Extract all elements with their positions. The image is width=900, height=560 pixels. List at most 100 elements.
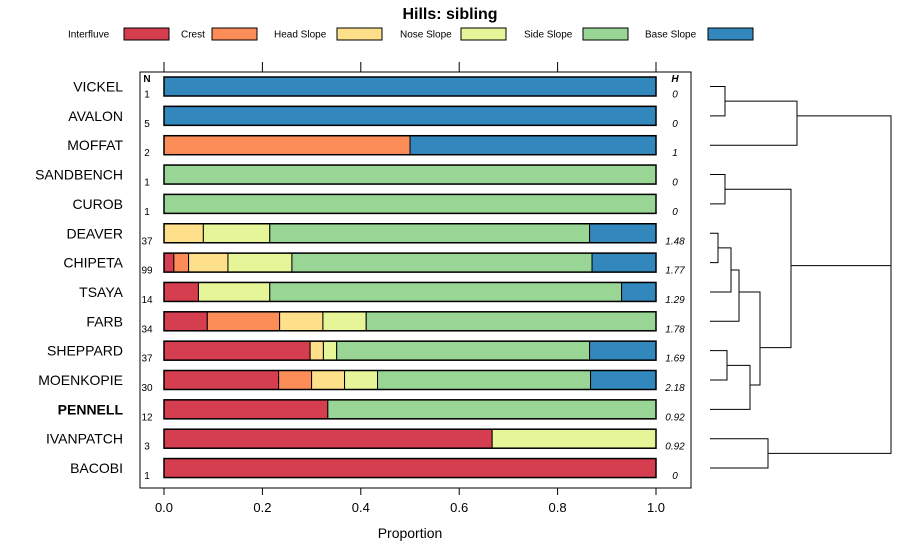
h-value-pennell: 0.92 (665, 412, 685, 423)
legend-swatch-head-slope (336, 27, 383, 41)
bar-segment-tsaya-base-slope (621, 281, 657, 302)
dendrogram-link-7 (710, 364, 751, 410)
bar-outline-avalon (163, 105, 657, 127)
n-value-sheppard: 37 (141, 354, 153, 365)
bar-segment-farb-side-slope (365, 311, 657, 332)
dendrogram-link-2 (710, 174, 726, 205)
bar-segment-farb-nose-slope (322, 311, 367, 332)
n-value-farb: 34 (141, 324, 153, 335)
legend-swatch-interfluve (123, 27, 170, 41)
bar-outline-farb (163, 311, 657, 332)
bar-segment-chipeta-head-slope (188, 252, 229, 273)
bar-segment-deaver-nose-slope (202, 223, 271, 244)
bar-segment-avalon-base-slope (163, 105, 657, 126)
bar-segment-sheppard-base-slope (589, 340, 657, 361)
n-value-moffat: 2 (144, 148, 150, 159)
bar-outline-sheppard (163, 340, 657, 361)
row-label-tsaya: TSAYA (79, 284, 123, 300)
bar-segment-deaver-side-slope (269, 223, 591, 244)
dendrogram-link-0 (710, 86, 726, 117)
h-value-sandbench: 0 (672, 178, 678, 189)
x-tick-label-1: 0.2 (253, 500, 271, 515)
h-value-moenkopie: 2.18 (664, 383, 685, 394)
row-label-vickel: VICKEL (73, 79, 123, 95)
n-value-ivanpatch: 3 (144, 442, 150, 453)
bar-outline-chipeta (163, 252, 657, 273)
legend-label-crest: Crest (181, 30, 205, 41)
row-label-chipeta: CHIPETA (63, 255, 123, 271)
dendrogram-link-9 (725, 188, 792, 349)
row-label-moffat: MOFFAT (67, 137, 123, 153)
n-value-sandbench: 1 (144, 178, 150, 189)
row-label-avalon: AVALON (68, 108, 123, 124)
bar-segment-sheppard-interfluve (163, 340, 311, 361)
bar-segment-bacobi-interfluve (163, 458, 657, 479)
h-value-ivanpatch: 0.92 (665, 442, 685, 453)
h-value-deaver: 1.48 (665, 236, 685, 247)
dendrogram-link-5 (710, 269, 740, 322)
chart-title: Hills: sibling (402, 6, 497, 23)
bar-segment-chipeta-crest (173, 252, 190, 273)
row-label-curob: CUROB (72, 196, 123, 212)
row-label-deaver: DEAVER (66, 225, 123, 241)
x-tick-label-0: 0.0 (155, 500, 173, 515)
n-value-moenkopie: 30 (141, 383, 153, 394)
row-label-moenkopie: MOENKOPIE (38, 372, 123, 388)
x-axis: 0.0 0.2 0.4 0.6 0.8 1.0 (155, 488, 665, 515)
row-label-sandbench: SANDBENCH (35, 167, 123, 183)
bar-segment-chipeta-base-slope (591, 252, 657, 273)
bar-segment-moffat-crest (163, 135, 411, 156)
bar-segment-tsaya-side-slope (269, 281, 623, 302)
bar-segment-moenkopie-side-slope (377, 370, 592, 390)
bar-outline-pennell (163, 399, 657, 420)
bar-outline-bacobi (163, 457, 657, 479)
x-tick-label-4: 0.8 (549, 500, 567, 515)
n-values: 1 5 2 1 1 37 99 14 34 37 30 12 3 1 (141, 90, 153, 483)
h-value-vickel: 0 (672, 90, 678, 101)
bar-segment-moenkopie-base-slope (590, 370, 657, 390)
bar-segment-deaver-base-slope (589, 223, 657, 244)
bar-segment-vickel-base-slope (163, 76, 657, 97)
dendrogram-link-11 (768, 115, 892, 454)
bar-outline-moffat (163, 134, 657, 156)
bar-segment-ivanpatch-interfluve (163, 428, 493, 449)
n-column-header: N (143, 74, 150, 85)
bar-segment-tsaya-interfluve (163, 281, 199, 302)
n-value-vickel: 1 (144, 90, 150, 101)
bar-outline-sandbench (163, 164, 657, 185)
bar-outline-vickel (163, 76, 657, 97)
h-column-header: H (671, 74, 679, 85)
n-value-bacobi: 1 (144, 471, 150, 482)
bar-segment-moenkopie-head-slope (311, 370, 346, 390)
bar-segment-moenkopie-crest (278, 370, 313, 390)
bar-outline-deaver (163, 223, 657, 244)
row-label-sheppard: SHEPPARD (47, 343, 123, 359)
legend-swatch-nose-slope (460, 27, 507, 41)
h-value-farb: 1.78 (665, 324, 685, 335)
h-value-chipeta: 1.77 (665, 266, 685, 277)
legend-label-nose-slope: Nose Slope (400, 30, 452, 41)
n-value-chipeta: 99 (141, 266, 153, 277)
legend-label-side-slope: Side Slope (524, 30, 573, 41)
h-value-avalon: 0 (672, 119, 678, 130)
bar-segment-tsaya-nose-slope (197, 281, 271, 302)
x-tick-label-2: 0.4 (352, 500, 370, 515)
h-values: 0 0 1 0 0 1.48 1.77 1.29 1.78 1.69 2.18 0.92 0.92 0 (664, 90, 685, 483)
dendrogram-link-1 (710, 100, 798, 146)
bar-segment-chipeta-side-slope (291, 252, 593, 273)
legend: Interfluve Crest Head Slope Nose Slope Side … (68, 27, 754, 41)
h-value-sheppard: 1.69 (665, 354, 685, 365)
h-value-curob: 0 (672, 207, 678, 218)
bar-segment-curob-side-slope (163, 193, 657, 214)
bar-segment-farb-interfluve (163, 311, 208, 332)
bar-segment-sandbench-side-slope (163, 164, 657, 185)
legend-swatch-side-slope (582, 27, 629, 41)
legend-swatch-crest (211, 27, 258, 41)
dendrogram (710, 86, 892, 469)
bar-segment-farb-head-slope (279, 311, 324, 332)
x-axis-label: Proportion (378, 525, 443, 541)
bar-segment-sheppard-nose-slope (322, 340, 338, 361)
bars-group (163, 76, 657, 479)
bar-outline-moenkopie (163, 369, 657, 391)
